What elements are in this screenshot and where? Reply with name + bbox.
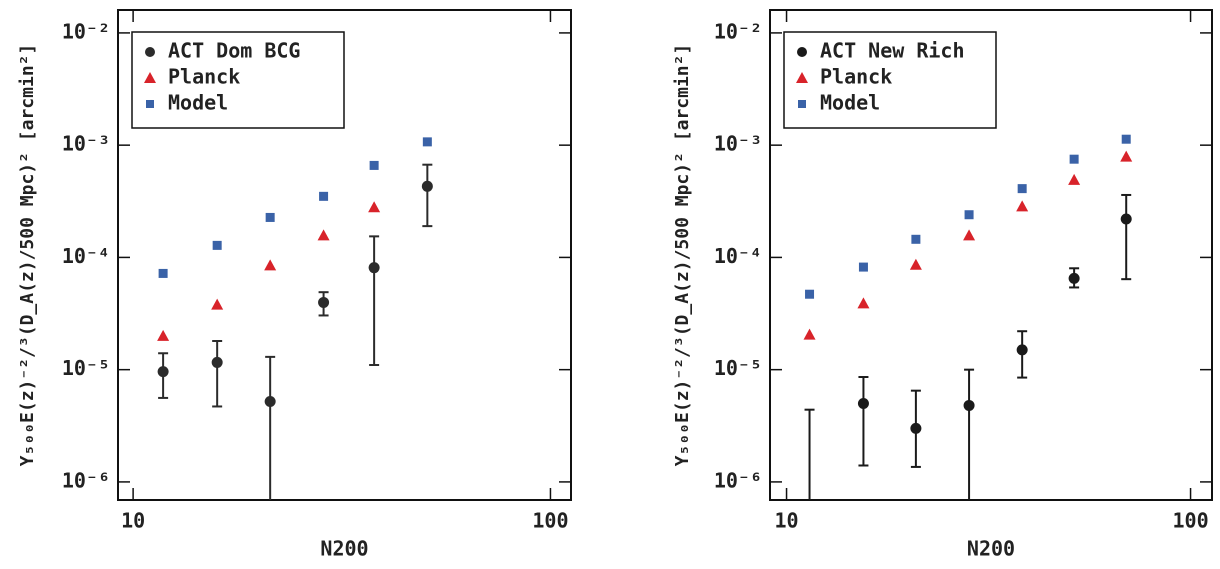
point [857,397,869,409]
point [421,180,433,192]
legend-box [783,31,997,129]
y-tick-label: 10⁻⁶ [62,468,110,492]
point [911,234,921,244]
point [317,229,330,241]
legend-marker [144,72,156,83]
point [368,201,381,213]
point [212,240,222,250]
point [1017,184,1027,194]
y-tick-label: 10⁻³ [714,132,762,156]
point [264,259,277,271]
point [910,422,922,434]
point [265,212,275,222]
point [909,258,922,270]
point [963,399,975,411]
legend-label: ACT Dom BCG [168,39,300,63]
point [157,366,169,378]
legend-marker [145,47,155,57]
point [369,160,379,170]
point [1069,154,1079,164]
y-tick-label: 10⁻⁴ [714,244,762,268]
point [1121,134,1131,144]
point [1016,200,1029,212]
legend-label: Model [820,91,880,115]
x-tick-label: 100 [1172,509,1208,533]
legend-label: ACT New Rich [820,39,965,63]
point [158,268,168,278]
y-tick-label: 10⁻⁴ [62,244,110,268]
point [211,298,224,310]
point [1120,150,1133,162]
legend-marker [797,47,807,57]
point [857,297,870,309]
point [264,396,276,408]
legend-label: Planck [168,65,240,89]
x-axis-label: N200 [320,537,368,561]
point [1068,272,1080,284]
point [805,289,815,299]
point [1068,173,1081,185]
legend-box [131,31,345,129]
x-tick-label: 10 [775,509,799,533]
point [318,296,330,308]
y-axis-label: Y₅₀₀E(z)⁻²/³(D_A(z)/500 Mpc)² [arcmin²] [17,44,38,467]
y-tick-label: 10⁻² [714,19,762,43]
legend-label: Planck [820,65,892,89]
point [1016,344,1028,356]
x-tick-label: 100 [532,509,568,533]
point [157,329,170,341]
point [803,328,816,340]
y-tick-label: 10⁻⁵ [714,356,762,380]
plot-frame [769,9,1213,501]
point [422,137,432,147]
x-axis-label: N200 [967,537,1015,561]
y-tick-label: 10⁻² [62,19,110,43]
point [1120,213,1132,225]
y-tick-label: 10⁻⁶ [714,468,762,492]
legend-marker [796,72,808,83]
legend-label: Model [168,91,228,115]
point [211,356,223,368]
point [319,191,329,201]
y-tick-label: 10⁻⁵ [62,356,110,380]
point [963,229,976,241]
legend-marker [798,100,806,108]
point [858,262,868,272]
y-axis-label: Y₅₀₀E(z)⁻²/³(D_A(z)/500 Mpc)² [arcmin²] [672,44,693,467]
point [964,210,974,220]
plot-frame [117,9,572,501]
x-tick-label: 10 [121,509,145,533]
legend-marker [146,100,154,108]
y-tick-label: 10⁻³ [62,132,110,156]
point [368,262,380,274]
